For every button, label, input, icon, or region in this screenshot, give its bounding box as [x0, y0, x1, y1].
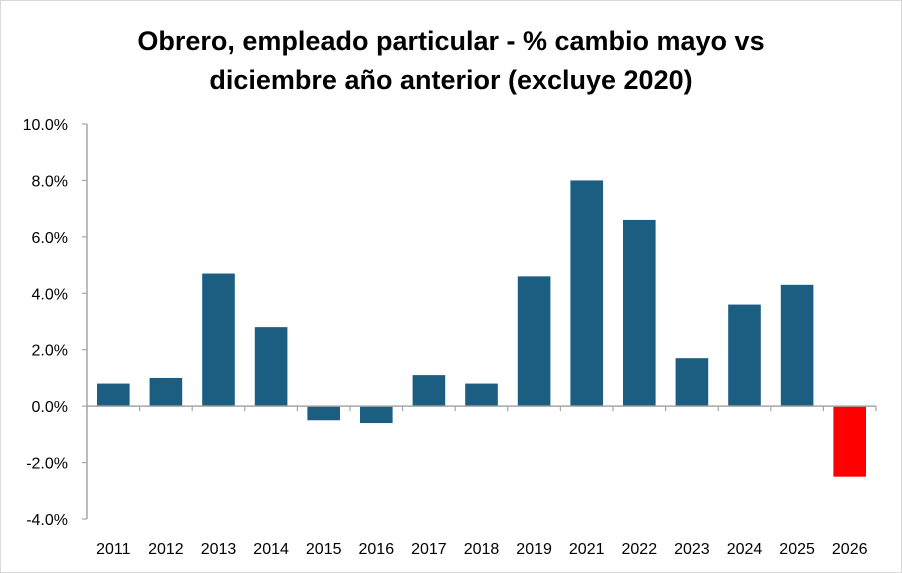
- x-tick-label: 2018: [464, 541, 500, 558]
- x-tick-label: 2012: [148, 541, 184, 558]
- bar-2015: [307, 406, 341, 421]
- chart-title: Obrero, empleado particular - % cambio m…: [0, 22, 902, 100]
- bar-2011: [96, 383, 130, 407]
- bar-2013: [202, 273, 235, 407]
- x-tick-label: 2025: [779, 541, 815, 558]
- bar-2016: [359, 406, 393, 424]
- bar-2025: [780, 284, 814, 407]
- bar-2024: [728, 304, 761, 407]
- x-tick-label: 2017: [411, 541, 447, 558]
- bar-2022: [622, 219, 656, 407]
- bar-2014: [254, 327, 288, 407]
- bar-2026: [833, 406, 867, 477]
- x-tick-label: 2026: [832, 541, 868, 558]
- x-tick-label: 2021: [569, 541, 605, 558]
- bar-2018: [465, 383, 498, 407]
- bars: [96, 180, 867, 477]
- y-axis-ticks: 10.0% 8.0% 6.0% 4.0% 2.0% 0.0% -2.0% -4.0%: [23, 117, 68, 529]
- x-tick-label: 2015: [306, 541, 342, 558]
- bar-2023: [675, 358, 709, 407]
- axes: [82, 123, 877, 520]
- y-tick-label: 8.0%: [32, 173, 68, 190]
- bar-2021: [570, 180, 604, 407]
- x-tick-label: 2013: [201, 541, 237, 558]
- x-tick-label: 2011: [96, 541, 131, 558]
- bar-2019: [517, 276, 551, 407]
- x-tick-label: 2022: [622, 541, 658, 558]
- chart-title-line-2: diciembre año anterior (excluye 2020): [209, 65, 693, 95]
- x-tick-label: 2024: [727, 541, 763, 558]
- bar-2017: [412, 375, 446, 407]
- y-tick-label: 0.0%: [32, 399, 68, 416]
- y-tick-label: -4.0%: [26, 512, 68, 529]
- x-tick-label: 2019: [516, 541, 552, 558]
- y-tick-label: 4.0%: [32, 286, 68, 303]
- chart-title-line-1: Obrero, empleado particular - % cambio m…: [137, 26, 765, 56]
- x-tick-label: 2014: [253, 541, 289, 558]
- y-tick-label: -2.0%: [26, 456, 68, 473]
- y-tick-label: 10.0%: [23, 117, 68, 134]
- x-tick-label: 2023: [674, 541, 710, 558]
- x-tick-label: 2016: [359, 541, 395, 558]
- x-axis-ticks: 2011 2012 2013 2014 2015 2016 2017 2018 2019 2021…: [96, 541, 868, 558]
- y-tick-label: 6.0%: [32, 230, 68, 247]
- bar-2012: [149, 377, 183, 407]
- y-tick-label: 2.0%: [32, 343, 68, 360]
